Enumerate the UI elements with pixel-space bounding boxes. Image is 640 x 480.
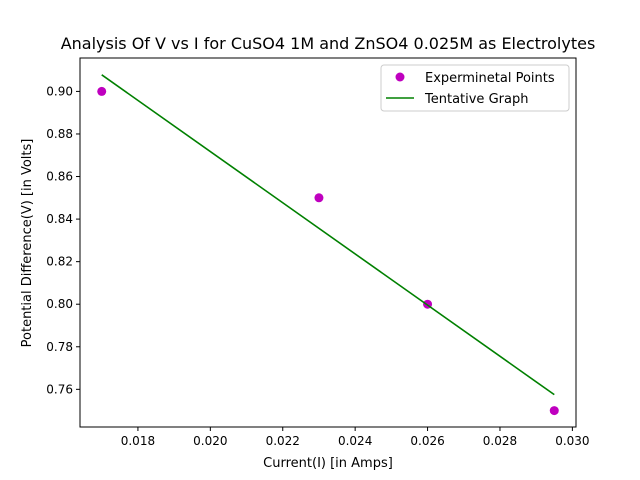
y-axis-label: Potential Difference(V) [in Volts] bbox=[20, 139, 35, 348]
y-tick-label: 0.76 bbox=[46, 382, 73, 396]
x-axis-label: Current(I) [in Amps] bbox=[263, 456, 393, 471]
chart-title: Analysis Of V vs I for CuSO4 1M and ZnSO… bbox=[61, 34, 596, 53]
x-tick-label: 0.018 bbox=[121, 434, 155, 448]
plot-area bbox=[79, 57, 577, 428]
legend: Experminetal Points Tentative Graph bbox=[380, 64, 570, 112]
fit-line bbox=[101, 74, 555, 396]
y-tick-label: 0.86 bbox=[46, 170, 73, 184]
x-tick-label: 0.022 bbox=[266, 434, 300, 448]
x-axis: 0.018 0.020 0.022 0.024 0.026 0.028 0.030 bbox=[121, 427, 590, 448]
y-axis: 0.76 0.78 0.80 0.82 0.84 0.86 0.88 0.90 bbox=[46, 84, 80, 396]
legend-swatch-point bbox=[395, 72, 405, 82]
x-tick-label: 0.030 bbox=[555, 434, 589, 448]
y-tick-label: 0.88 bbox=[46, 127, 73, 141]
x-tick-label: 0.020 bbox=[193, 434, 227, 448]
y-tick-label: 0.84 bbox=[46, 212, 73, 226]
data-point bbox=[549, 406, 559, 416]
y-tick-label: 0.78 bbox=[46, 340, 73, 354]
y-tick-label: 0.80 bbox=[46, 297, 73, 311]
data-point bbox=[314, 193, 324, 203]
legend-box bbox=[380, 64, 570, 112]
data-point bbox=[97, 86, 107, 96]
x-tick-label: 0.028 bbox=[483, 434, 517, 448]
y-tick-label: 0.90 bbox=[46, 84, 73, 98]
series-layer bbox=[97, 74, 559, 416]
legend-label: Experminetal Points bbox=[425, 71, 555, 86]
legend-label: Tentative Graph bbox=[424, 92, 528, 107]
x-tick-label: 0.024 bbox=[338, 434, 372, 448]
x-tick-label: 0.026 bbox=[410, 434, 444, 448]
y-tick-label: 0.82 bbox=[46, 255, 73, 269]
plot-frame bbox=[79, 57, 577, 428]
